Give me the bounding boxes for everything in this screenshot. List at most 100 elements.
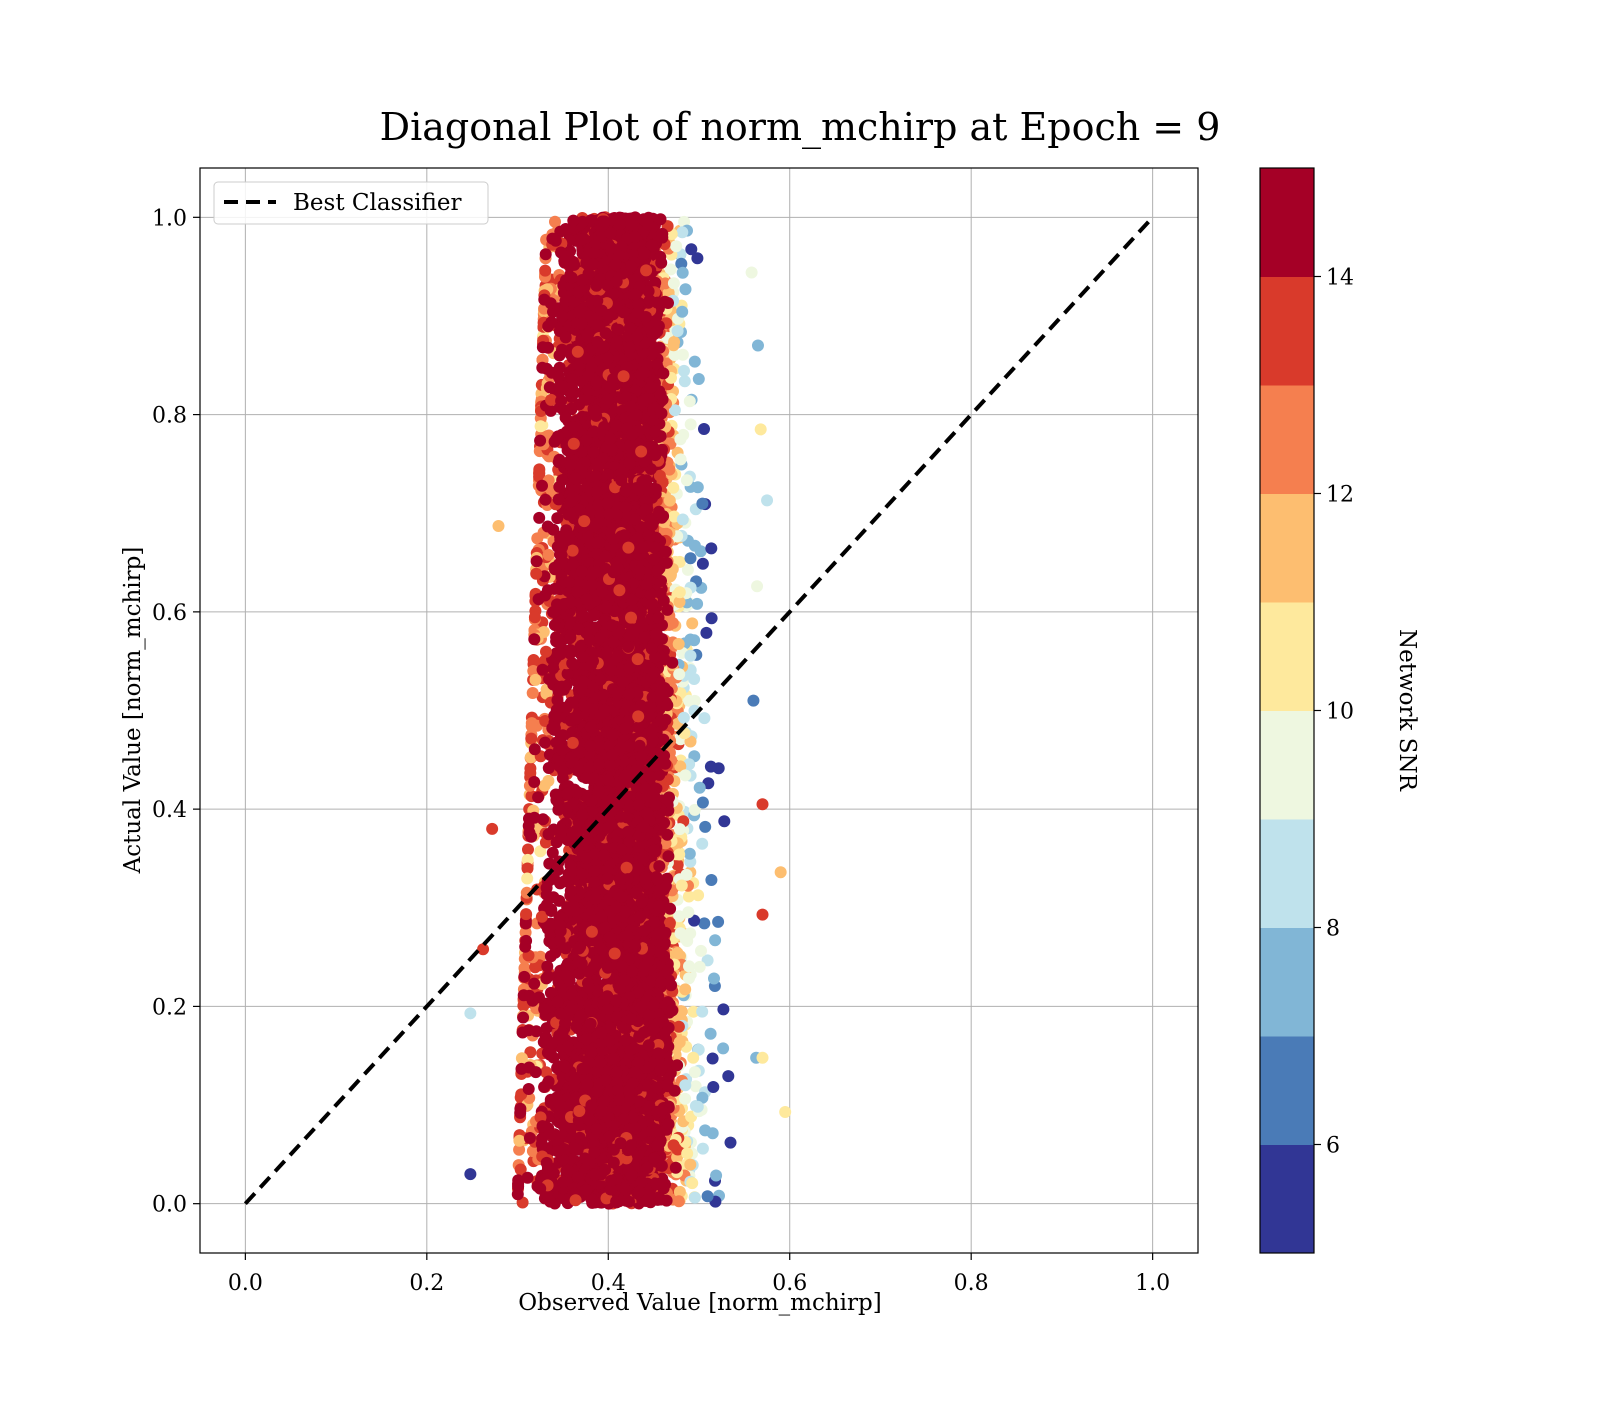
data-point: [684, 395, 696, 407]
data-point: [517, 1012, 529, 1024]
data-point: [691, 598, 703, 610]
data-point: [706, 612, 718, 624]
data-point: [525, 733, 537, 745]
data-point: [680, 283, 692, 295]
data-point: [683, 960, 695, 972]
data-point: [527, 687, 539, 699]
data-point: [524, 1132, 536, 1144]
data-point: [694, 961, 706, 973]
data-point: [717, 1042, 729, 1054]
data-point: [685, 650, 697, 662]
data-point: [695, 545, 707, 557]
data-point: [681, 1148, 693, 1160]
data-point: [685, 418, 697, 430]
data-point: [679, 769, 691, 781]
data-point: [677, 514, 689, 526]
data-point: [705, 1028, 717, 1040]
data-point: [674, 586, 686, 598]
data-point: [725, 1137, 737, 1149]
data-point: [675, 453, 687, 465]
data-point: [521, 873, 533, 885]
data-point: [689, 1192, 701, 1204]
data-point: [539, 265, 551, 277]
data-point: [696, 838, 708, 850]
data-point: [674, 1036, 686, 1048]
data-point: [679, 983, 691, 995]
data-point: [696, 498, 708, 510]
data-point: [528, 978, 540, 990]
data-point: [705, 761, 717, 773]
data-point: [707, 1127, 719, 1139]
chart-title: Diagonal Plot of norm_mchirp at Epoch = …: [380, 105, 1221, 150]
data-point: [528, 776, 540, 788]
data-point: [678, 365, 690, 377]
data-point: [539, 494, 551, 506]
data-point: [683, 972, 695, 984]
data-point: [698, 712, 710, 724]
data-point: [697, 797, 709, 809]
data-point: [679, 1093, 691, 1105]
data-point: [667, 482, 679, 494]
data-point: [705, 542, 717, 554]
data-point: [535, 420, 547, 432]
data-point: [697, 558, 709, 570]
data-point: [673, 668, 685, 680]
data-point: [697, 1143, 709, 1155]
data-point: [681, 935, 693, 947]
data-point: [668, 277, 680, 289]
data-point: [673, 638, 685, 650]
data-point: [523, 1083, 535, 1095]
data-point: [692, 1101, 704, 1113]
data-point: [676, 226, 688, 238]
data-point: [522, 844, 534, 856]
data-point: [695, 945, 707, 957]
data-point: [685, 552, 697, 564]
data-point: [681, 474, 693, 486]
data-point: [678, 712, 690, 724]
data-point: [543, 762, 555, 774]
data-point: [687, 1052, 699, 1064]
data-point: [702, 1190, 714, 1202]
data-point: [676, 880, 688, 892]
data-point: [684, 1159, 696, 1171]
data-point: [679, 1079, 691, 1091]
data-point: [696, 1006, 708, 1018]
data-point: [668, 339, 680, 351]
data-point: [689, 1066, 701, 1078]
data-point: [674, 823, 686, 835]
data-point: [542, 775, 554, 787]
data-point: [698, 917, 710, 929]
data-point: [513, 1135, 525, 1147]
data-point: [676, 306, 688, 318]
data-point: [689, 356, 701, 368]
data-point: [707, 1081, 719, 1093]
data-point: [686, 617, 698, 629]
data-point: [688, 634, 700, 646]
data-point: [673, 1195, 685, 1207]
data-point: [692, 889, 704, 901]
data-point: [684, 848, 696, 860]
data-point: [712, 916, 724, 928]
data-point: [673, 849, 685, 861]
data-point: [708, 973, 720, 985]
data-point: [529, 611, 541, 623]
data-point: [707, 1053, 719, 1065]
data-point: [705, 874, 717, 886]
data-point: [533, 468, 545, 480]
data-point: [700, 627, 712, 639]
data-point: [709, 934, 721, 946]
data-point: [686, 1177, 698, 1189]
data-point: [688, 673, 700, 685]
data-point: [718, 815, 730, 827]
data-point: [670, 240, 682, 252]
data-point: [699, 821, 711, 833]
data-point: [710, 1170, 722, 1182]
data-point: [679, 375, 691, 387]
data-point: [530, 674, 542, 686]
data-point: [664, 495, 676, 507]
data-point: [543, 549, 555, 561]
data-point: [526, 720, 538, 732]
data-point: [677, 267, 689, 279]
data-point: [698, 423, 710, 435]
